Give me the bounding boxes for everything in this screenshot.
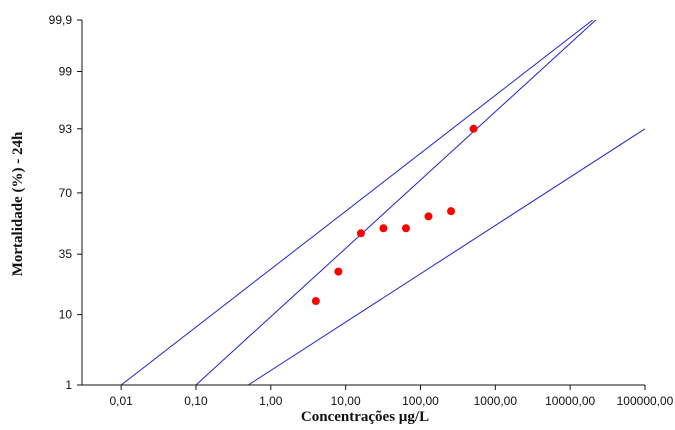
- data-point: [356, 229, 365, 238]
- x-tick-label: 0,10: [184, 394, 208, 408]
- x-tick-label: 1,00: [259, 394, 283, 408]
- lower-confidence-line: [248, 128, 645, 385]
- x-tick-label: 100,00: [402, 394, 439, 408]
- y-tick-label: 1: [65, 378, 72, 392]
- x-tick-label: 10,00: [331, 394, 361, 408]
- upper-confidence-line: [120, 20, 593, 385]
- y-tick-label: 93: [59, 122, 73, 136]
- regression-lines: [120, 20, 645, 385]
- y-tick-label: 35: [59, 247, 73, 261]
- y-tick-label: 10: [59, 308, 73, 322]
- x-tick-label: 1000,00: [474, 394, 518, 408]
- y-tick-label: 99,9: [49, 13, 73, 27]
- y-tick-label: 70: [59, 186, 73, 200]
- data-point: [334, 267, 343, 276]
- y-tick-label: 99: [59, 64, 73, 78]
- data-point: [469, 124, 478, 133]
- data-points: [311, 124, 478, 306]
- x-tick-label: 0,01: [109, 394, 133, 408]
- data-point: [379, 224, 388, 233]
- x-tick-label: 100000,00: [617, 394, 674, 408]
- data-point: [401, 224, 410, 233]
- y-axis-title: Mortalidade (%) - 24h: [10, 131, 26, 276]
- x-axis-title: Concentrações µg/L: [301, 409, 429, 425]
- y-tick-marks: 1 10 35 70 93 99 99,9: [49, 13, 82, 392]
- data-point: [424, 212, 433, 221]
- data-point: [447, 207, 456, 216]
- x-tick-label: 10000,00: [545, 394, 595, 408]
- fit-line: [195, 20, 597, 385]
- x-tick-marks: 0,01 0,10 1,00 10,00 100,00 1000,00 10000,00 10…: [109, 385, 674, 408]
- data-point: [311, 297, 320, 306]
